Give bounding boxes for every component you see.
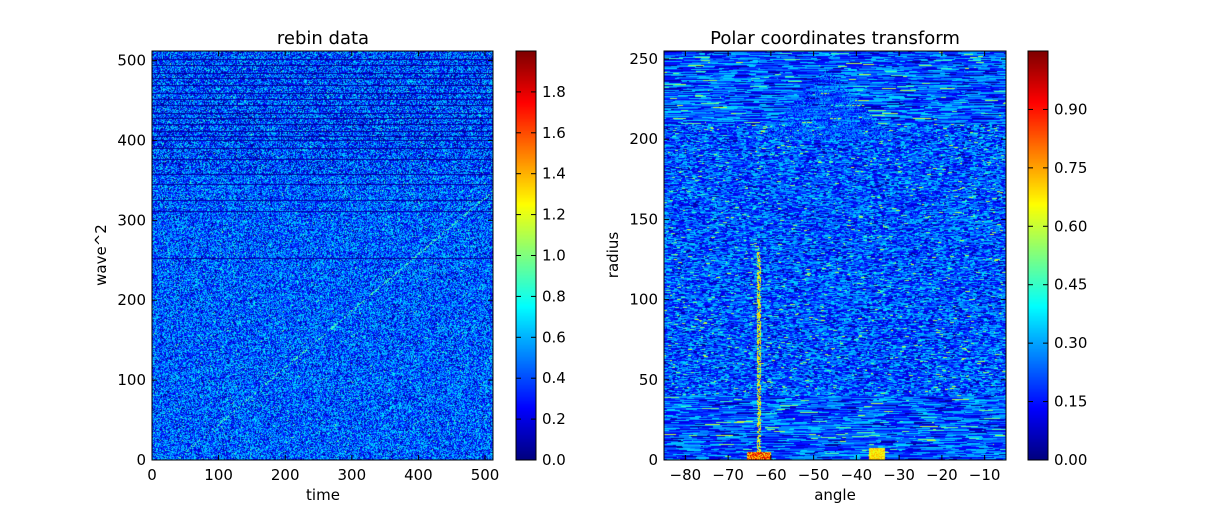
colorbar-tick-label: 0.4 [542,369,566,387]
x-tick-label: −50 [798,466,830,484]
y-tick-label: 300 [117,211,146,229]
polar-axes-frame [663,50,1007,461]
rebin-colorbar-ticks: 0.0 0.2 0.4 0.6 0.8 1.0 1.2 1.4 1.6 1.8 [516,83,566,469]
rebin-y-label: wave^2 [92,224,110,286]
colorbar-tick-label: 0.0 [542,451,566,469]
colorbar-tick-label: 1.0 [542,247,566,265]
x-tick-label: −70 [712,466,744,484]
x-tick-label: −10 [969,466,1001,484]
colorbar-tick-label: 0.00 [1054,451,1087,469]
rebin-heatmap [152,51,493,460]
y-tick-label: 100 [117,371,146,389]
y-tick-label: 250 [629,50,658,68]
colorbar-tick-label: 1.2 [542,206,566,224]
x-tick-label: 100 [204,466,233,484]
colorbar-tick-label: 0.30 [1054,334,1087,352]
x-tick-label: −20 [926,466,958,484]
polar-y-ticks: 0 50 100 150 200 250 [629,50,1006,469]
y-tick-label: 400 [117,131,146,149]
x-tick-label: 400 [404,466,433,484]
colorbar-tick-label: 0.45 [1054,276,1087,294]
polar-colorbar [1028,51,1048,460]
x-tick-label: −80 [670,466,702,484]
colorbar-tick-label: 1.8 [542,83,566,101]
rebin-colorbar [516,51,536,460]
polar-y-label: radius [604,232,622,279]
polar-colorbar-ticks: 0.00 0.15 0.30 0.45 0.60 0.75 0.90 [1028,100,1087,469]
x-tick-label: −40 [841,466,873,484]
colorbar-tick-label: 1.4 [542,165,566,183]
polar-colorbar-frame [1027,50,1049,461]
x-tick-label: 500 [471,466,500,484]
y-tick-label: 0 [136,451,146,469]
y-tick-label: 0 [648,451,658,469]
x-tick-label: −60 [755,466,787,484]
rebin-y-ticks: 0 100 200 300 400 500 [117,52,493,469]
y-tick-label: 150 [629,210,658,228]
polar-chart: Polar coordinates transform −80 −70 −60 −50… [604,28,1087,504]
colorbar-tick-label: 0.90 [1054,100,1087,118]
rebin-x-label: time [306,486,340,504]
colorbar-tick-label: 0.2 [542,410,566,428]
polar-heatmap [664,51,1006,460]
rebin-axes-frame [151,50,494,461]
y-tick-label: 500 [117,52,146,70]
colorbar-tick-label: 0.75 [1054,159,1087,177]
polar-x-label: angle [814,486,856,504]
colorbar-tick-label: 0.6 [542,328,566,346]
polar-x-ticks: −80 −70 −60 −50 −40 −30 −20 −10 [670,51,1001,484]
rebin-chart: rebin data 0 100 200 300 400 500 0 100 200 300 40… [92,28,566,504]
rebin-title: rebin data [277,28,369,49]
rebin-x-ticks: 0 100 200 300 400 500 [147,51,499,484]
colorbar-tick-label: 1.6 [542,124,566,142]
x-tick-label: 0 [147,466,157,484]
y-tick-label: 100 [629,291,658,309]
x-tick-label: 200 [271,466,300,484]
x-tick-label: −30 [883,466,915,484]
y-tick-label: 200 [629,130,658,148]
colorbar-tick-label: 0.60 [1054,217,1087,235]
y-tick-label: 200 [117,291,146,309]
colorbar-tick-label: 0.8 [542,287,566,305]
y-tick-label: 50 [639,371,658,389]
x-tick-label: 300 [337,466,366,484]
colorbar-tick-label: 0.15 [1054,393,1087,411]
polar-title: Polar coordinates transform [710,28,960,49]
